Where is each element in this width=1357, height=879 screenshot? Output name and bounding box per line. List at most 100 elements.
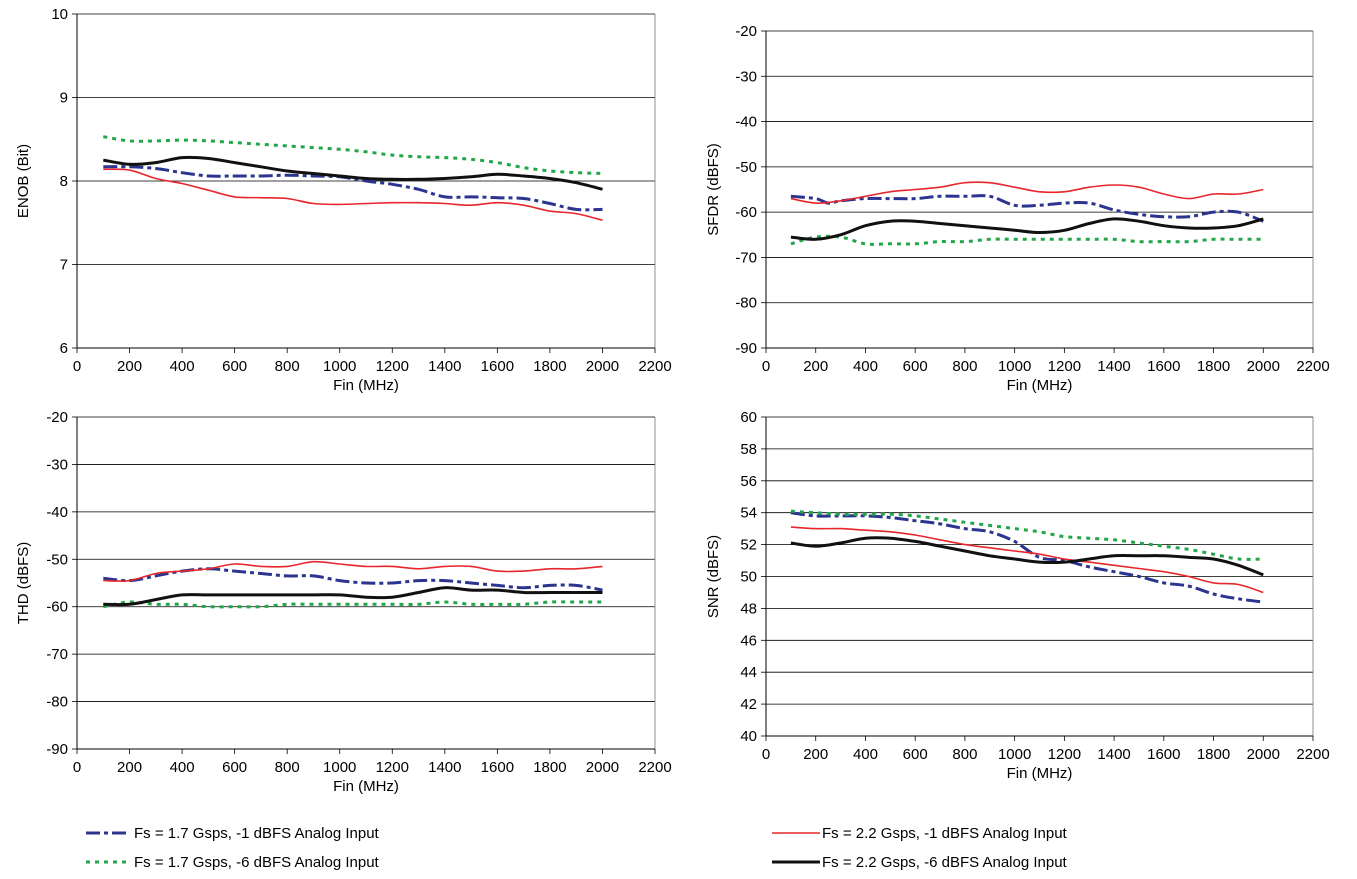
x-tick-label: 400 (170, 358, 195, 375)
x-tick-label: 1400 (428, 358, 461, 375)
x-tick-label: 1400 (1097, 746, 1130, 763)
y-tick-label: -70 (46, 646, 68, 663)
x-tick-label: 200 (803, 746, 828, 763)
x-tick-label: 1800 (533, 358, 566, 375)
series-line-1p7-minus1 (790, 511, 1264, 604)
x-tick-label: 600 (222, 358, 247, 375)
x-tick-label: 1600 (481, 759, 514, 776)
x-tick-label: 1400 (428, 759, 461, 776)
y-tick-label: -50 (46, 551, 68, 568)
y-tick-label: -90 (46, 741, 68, 758)
x-tick-label: 200 (803, 358, 828, 375)
x-tick-label: 2000 (586, 759, 619, 776)
y-tick-label: 52 (740, 537, 757, 554)
x-tick-label: 400 (170, 759, 195, 776)
y-tick-label: 7 (60, 257, 68, 274)
x-tick-label: 2200 (638, 358, 671, 375)
x-tick-label: 200 (117, 759, 142, 776)
series-line-2p2-minus6 (790, 536, 1264, 577)
y-tick-label: 54 (740, 505, 757, 522)
x-axis-title: Fin (MHz) (1007, 377, 1073, 394)
x-tick-label: 1200 (376, 759, 409, 776)
y-tick-label: 40 (740, 728, 757, 745)
x-tick-label: 2000 (586, 358, 619, 375)
y-tick-label: -60 (735, 204, 757, 221)
legend-label: Fs = 1.7 Gsps, -1 dBFS Analog Input (134, 824, 379, 842)
y-tick-label: -40 (735, 114, 757, 131)
x-tick-label: 1000 (323, 759, 356, 776)
legend-label: Fs = 2.2 Gsps, -1 dBFS Analog Input (822, 824, 1067, 842)
y-tick-label: -40 (46, 504, 68, 521)
thd-chart-panel: -90 -80 -70 -60 -50 -40 -30 -20 0 200 400 600 800 100… (15, 409, 672, 795)
x-tick-label: 0 (73, 358, 81, 375)
x-tick-label: 800 (952, 358, 977, 375)
y-tick-label: -20 (735, 23, 757, 40)
series-line-1p7-minus1 (103, 165, 603, 212)
x-tick-label: 2000 (1247, 358, 1280, 375)
legend-label: Fs = 2.2 Gsps, -6 dBFS Analog Input (822, 853, 1067, 871)
x-axis-title: Fin (MHz) (333, 778, 399, 795)
series-line-2p2-minus1 (103, 560, 603, 582)
x-tick-label: 800 (275, 358, 300, 375)
legend-item-1p7-minus6: Fs = 1.7 Gsps, -6 dBFS Analog Input (84, 851, 379, 873)
x-tick-label: 2200 (1296, 358, 1329, 375)
x-tick-label: 1400 (1097, 358, 1130, 375)
y-tick-label: -90 (735, 340, 757, 357)
series-line-1p7-minus6 (790, 234, 1264, 246)
series-line-2p2-minus1 (103, 168, 603, 221)
x-tick-label: 1800 (533, 759, 566, 776)
series-line-2p2-minus1 (790, 526, 1264, 594)
y-tick-label: 8 (60, 173, 68, 190)
x-tick-label: 1600 (1147, 358, 1180, 375)
y-tick-label: 6 (60, 340, 68, 357)
y-tick-label: -70 (735, 249, 757, 266)
legend-item-2p2-minus1: Fs = 2.2 Gsps, -1 dBFS Analog Input (772, 822, 1067, 844)
series-line-2p2-minus6 (103, 586, 603, 607)
x-tick-label: 600 (903, 746, 928, 763)
x-tick-label: 0 (73, 759, 81, 776)
y-tick-label: -50 (735, 159, 757, 176)
sfdr-chart-panel: -90 -80 -70 -60 -50 -40 -30 -20 0 200 400 600 800 100… (705, 23, 1330, 394)
y-tick-label: -30 (46, 456, 68, 473)
x-tick-label: 600 (222, 759, 247, 776)
x-tick-label: 1600 (481, 358, 514, 375)
y-tick-label: 50 (740, 569, 757, 586)
series-line-1p7-minus6 (103, 600, 603, 609)
y-axis-title: SNR (dBFS) (705, 535, 722, 618)
x-tick-label: 800 (275, 759, 300, 776)
legend-swatch-solid (772, 832, 820, 834)
x-axis-title: Fin (MHz) (1007, 765, 1073, 782)
series-line-2p2-minus6 (103, 155, 603, 191)
legend-swatch-thick (772, 860, 820, 864)
x-tick-label: 800 (952, 746, 977, 763)
x-tick-label: 1200 (1048, 358, 1081, 375)
enob-chart-panel: 6 7 8 9 10 0 200 400 600 800 1000 1200 1400 1600 1800 2… (15, 6, 672, 394)
x-tick-label: 600 (903, 358, 928, 375)
x-axis-title: Fin (MHz) (333, 377, 399, 394)
x-tick-label: 400 (853, 358, 878, 375)
y-tick-label: 44 (740, 664, 757, 681)
legend-item-2p2-minus6: Fs = 2.2 Gsps, -6 dBFS Analog Input (772, 851, 1067, 873)
x-tick-label: 1800 (1197, 358, 1230, 375)
y-axis-title: THD (dBFS) (15, 542, 32, 625)
y-tick-label: -20 (46, 409, 68, 426)
x-tick-label: 0 (762, 746, 770, 763)
legend-label: Fs = 1.7 Gsps, -6 dBFS Analog Input (134, 853, 379, 871)
y-tick-label: 48 (740, 600, 757, 617)
y-tick-label: -30 (735, 68, 757, 85)
y-axis-title: SFDR (dBFS) (705, 143, 722, 236)
y-tick-label: -80 (735, 295, 757, 312)
y-tick-label: 60 (740, 409, 757, 426)
x-tick-label: 2200 (638, 759, 671, 776)
x-tick-label: 1200 (1048, 746, 1081, 763)
y-axis-title: ENOB (Bit) (15, 144, 32, 218)
x-tick-label: 2200 (1296, 746, 1329, 763)
y-tick-label: 10 (51, 6, 68, 23)
x-tick-label: 0 (762, 358, 770, 375)
y-tick-label: -60 (46, 599, 68, 616)
y-tick-label: 58 (740, 441, 757, 458)
x-tick-label: 1000 (998, 746, 1031, 763)
x-tick-label: 1000 (323, 358, 356, 375)
x-tick-label: 2000 (1247, 746, 1280, 763)
